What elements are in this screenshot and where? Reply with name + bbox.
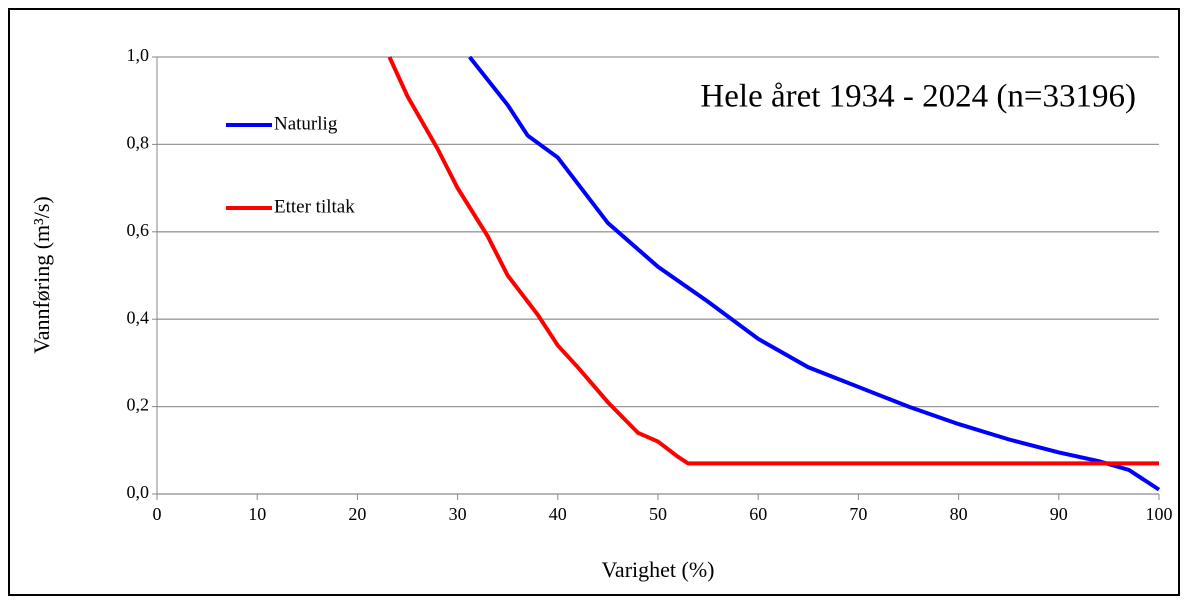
y-tick-label: 0,4 bbox=[127, 307, 150, 327]
y-tick-label: 1,0 bbox=[127, 45, 150, 65]
legend-label: Etter tiltak bbox=[274, 196, 355, 217]
x-tick-label: 100 bbox=[1146, 504, 1173, 524]
series-line bbox=[387, 56, 1159, 466]
y-tick-label: 0,0 bbox=[127, 482, 150, 502]
x-tick-label: 50 bbox=[649, 504, 667, 524]
y-tick-label: 0,6 bbox=[127, 220, 150, 240]
x-tick-label: 0 bbox=[153, 504, 162, 524]
x-tick-label: 20 bbox=[348, 504, 366, 524]
y-tick-label: 0,2 bbox=[127, 395, 150, 415]
x-axis-label: Varighet (%) bbox=[601, 557, 714, 582]
series-line bbox=[468, 55, 1161, 492]
legend-label: Naturlig bbox=[274, 113, 338, 134]
y-tick-label: 0,8 bbox=[127, 133, 150, 153]
chart-border bbox=[8, 8, 1180, 596]
x-tick-label: 10 bbox=[248, 504, 266, 524]
x-tick-label: 70 bbox=[849, 504, 867, 524]
x-tick-label: 30 bbox=[449, 504, 467, 524]
x-tick-label: 90 bbox=[1050, 504, 1068, 524]
annotation: Hele året 1934 - 2024 (n=33196) bbox=[700, 79, 1136, 115]
y-axis-label: Vannføring (m³/s) bbox=[29, 196, 54, 354]
x-tick-label: 80 bbox=[950, 504, 968, 524]
x-tick-label: 40 bbox=[549, 504, 567, 524]
x-tick-label: 60 bbox=[749, 504, 767, 524]
